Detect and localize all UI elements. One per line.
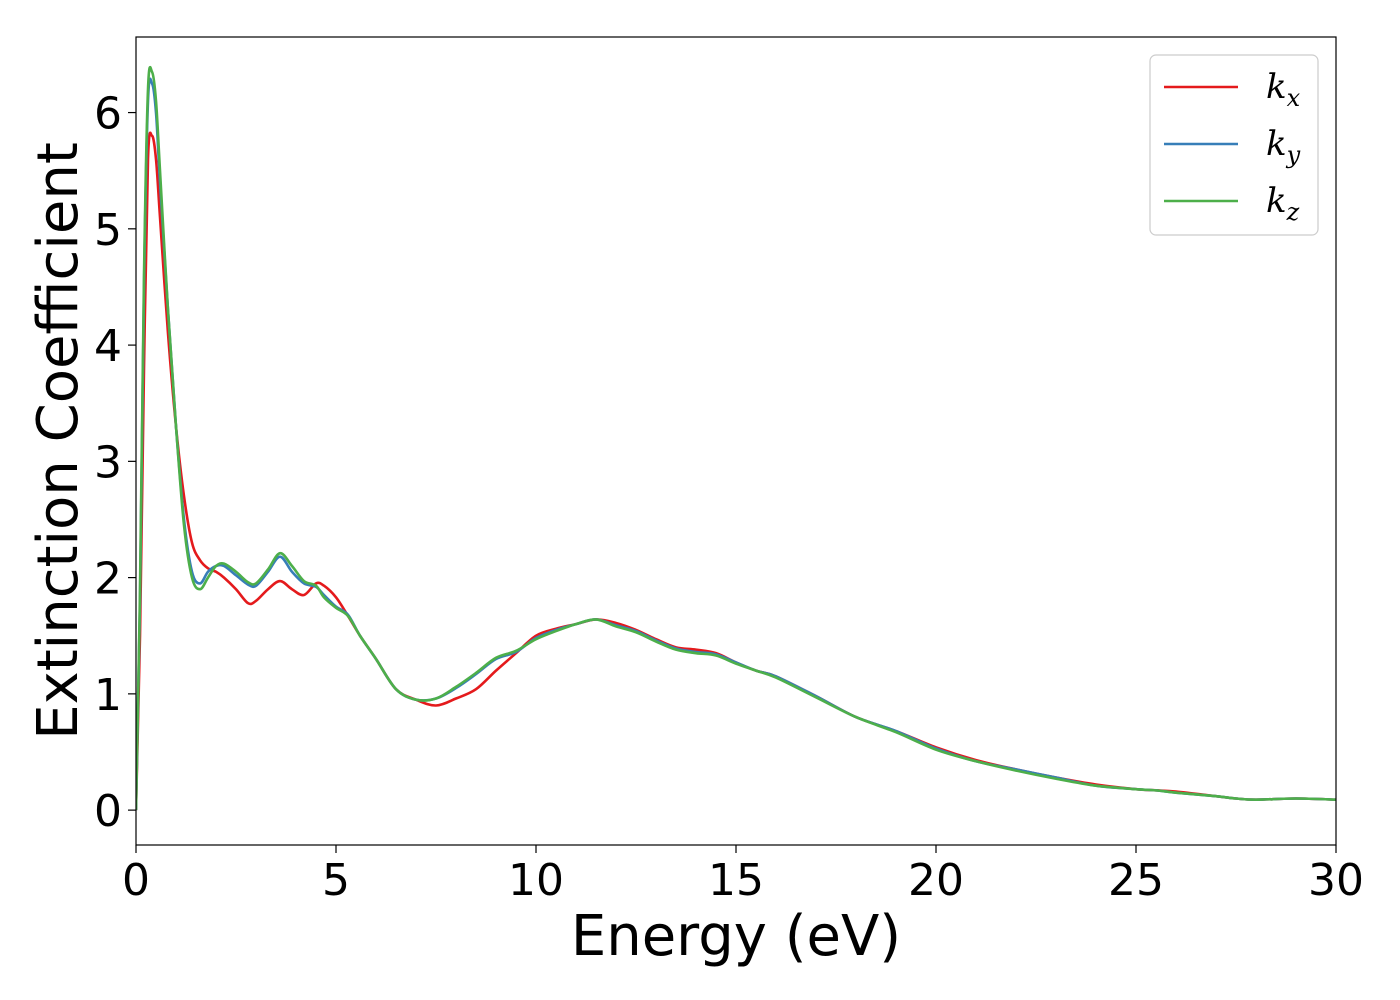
series-line-z [136,65,1336,811]
legend-label-sub: y [1286,141,1301,169]
x-tick-label: 0 [122,855,150,906]
x-axis-label: Energy (eV) [571,904,901,969]
y-tick-label: 5 [94,205,122,256]
legend-label-sub: z [1286,198,1300,226]
legend-label-base: k [1266,181,1287,221]
y-tick-label: 0 [94,786,122,837]
ticks-layer: 0 5 10 15 20 25 30 0 1 2 3 4 5 6 [94,89,1364,906]
x-tick-label: 20 [908,855,964,906]
legend-label-sub: x [1287,84,1301,112]
legend-label-z: kz [1266,181,1300,226]
legend-label-base: k [1266,124,1287,164]
y-tick-label: 2 [94,554,122,605]
x-tick-label: 5 [322,855,350,906]
y-axis-label: Extinction Coefficient [26,142,91,740]
x-tick-label: 15 [708,855,764,906]
legend-label-y: ky [1266,124,1301,169]
y-tick-label: 6 [94,89,122,140]
series-layer [136,65,1336,811]
x-tick-label: 10 [508,855,564,906]
x-tick-label: 30 [1308,855,1364,906]
legend-label-x: kx [1266,67,1301,112]
y-tick-label: 4 [94,321,122,372]
y-tick-label: 1 [94,670,122,721]
legend-label-base: k [1266,67,1287,107]
y-tick-label: 3 [94,437,122,488]
x-tick-label: 25 [1108,855,1164,906]
